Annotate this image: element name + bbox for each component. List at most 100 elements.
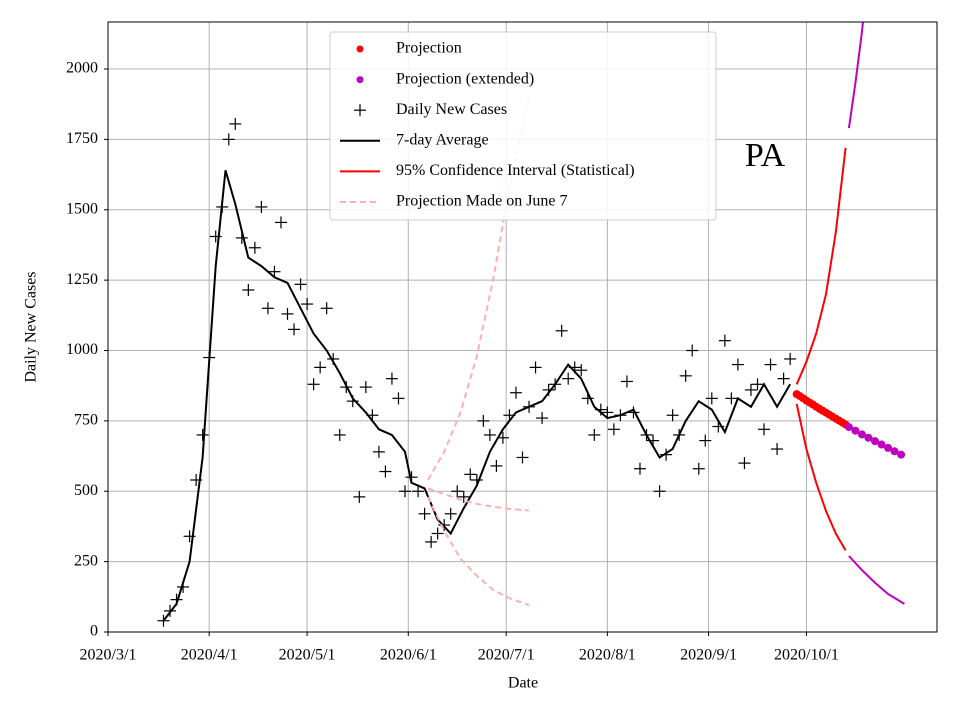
case-marker [248, 241, 261, 254]
case-marker [699, 434, 712, 447]
case-marker [281, 307, 294, 320]
case-marker [477, 414, 490, 427]
case-marker [705, 392, 718, 405]
case-marker [620, 375, 633, 388]
case-marker [229, 117, 242, 130]
annotation: PA [745, 137, 786, 174]
case-marker [222, 133, 235, 146]
y-tick-label: 2000 [66, 60, 98, 77]
case-marker [490, 459, 503, 472]
case-marker [307, 378, 320, 391]
case-marker [744, 383, 757, 396]
plot-area [157, 22, 906, 627]
projection-point [864, 433, 873, 442]
case-marker [242, 283, 255, 296]
case-marker [157, 614, 170, 627]
series-line [847, 22, 864, 129]
case-marker [196, 428, 209, 441]
case-marker [575, 364, 588, 377]
case-marker [784, 352, 797, 365]
case-marker [718, 334, 731, 347]
series-line [795, 403, 847, 551]
projection-point [844, 423, 853, 432]
case-marker [660, 448, 673, 461]
legend-label: 95% Confidence Interval (Statistical) [396, 162, 635, 179]
case-marker [268, 265, 281, 278]
series-line [848, 555, 905, 605]
case-marker [359, 381, 372, 394]
y-axis-label: Daily New Cases [23, 271, 40, 382]
case-marker [725, 392, 738, 405]
x-tick-label: 2020/5/1 [279, 647, 336, 664]
projection-point [851, 426, 860, 435]
case-marker [758, 423, 771, 436]
y-tick-label: 0 [90, 623, 98, 640]
legend: Projection Projection (extended) Daily New… [329, 31, 717, 221]
case-marker [274, 216, 287, 229]
y-tick-label: 1500 [66, 200, 98, 217]
legend-marker [356, 45, 364, 53]
x-tick-label: 2020/3/1 [80, 647, 137, 664]
case-marker [731, 358, 744, 371]
y-tick-label: 1000 [66, 341, 98, 358]
projection-point [877, 440, 886, 449]
case-marker [444, 507, 457, 520]
legend-box [329, 31, 717, 221]
y-tick-label: 500 [74, 482, 98, 499]
projection-point [890, 447, 899, 456]
case-marker [562, 372, 575, 385]
projection-point [897, 450, 906, 459]
legend-label: Projection (extended) [396, 70, 534, 87]
case-marker [771, 443, 784, 456]
case-marker [529, 361, 542, 374]
legend-label: 7-day Average [396, 131, 489, 148]
case-marker [516, 451, 529, 464]
case-marker [425, 535, 438, 548]
case-marker [509, 386, 522, 399]
case-marker [738, 457, 751, 470]
case-marker [255, 200, 268, 213]
case-marker [666, 409, 679, 422]
legend-label: Daily New Cases [396, 101, 507, 118]
case-marker [777, 372, 790, 385]
case-marker [412, 485, 425, 498]
case-marker [627, 406, 640, 419]
case-marker [288, 323, 301, 336]
case-marker [536, 412, 549, 425]
series-line [426, 496, 530, 607]
case-marker [692, 462, 705, 475]
case-marker [418, 507, 431, 520]
case-marker [399, 485, 412, 498]
x-tick-label: 2020/9/1 [680, 647, 737, 664]
case-marker [679, 369, 692, 382]
case-marker [555, 324, 568, 337]
x-tick-label: 2020/7/1 [478, 647, 535, 664]
case-marker [385, 372, 398, 385]
case-marker [457, 490, 470, 503]
y-tick-label: 1750 [66, 130, 98, 147]
x-tick-label: 2020/10/1 [774, 647, 839, 664]
legend-label: Projection Made on June 7 [396, 193, 568, 210]
case-marker [764, 358, 777, 371]
case-marker [314, 361, 327, 374]
case-marker [751, 378, 764, 391]
series-line [162, 170, 791, 622]
case-marker [320, 302, 333, 315]
x-tick-label: 2020/8/1 [579, 647, 636, 664]
case-marker [451, 485, 464, 498]
projection-point [857, 430, 866, 439]
case-marker [294, 278, 307, 291]
case-marker [601, 406, 614, 419]
y-tick-label: 1250 [66, 271, 98, 288]
case-marker [392, 392, 405, 405]
case-marker [372, 445, 385, 458]
plot-frame [107, 21, 938, 633]
projection-point [870, 437, 879, 446]
case-marker [653, 485, 666, 498]
y-tick-label: 250 [74, 552, 98, 569]
series-line [795, 147, 847, 385]
case-marker [607, 423, 620, 436]
case-marker [301, 298, 314, 311]
case-marker [464, 468, 477, 481]
